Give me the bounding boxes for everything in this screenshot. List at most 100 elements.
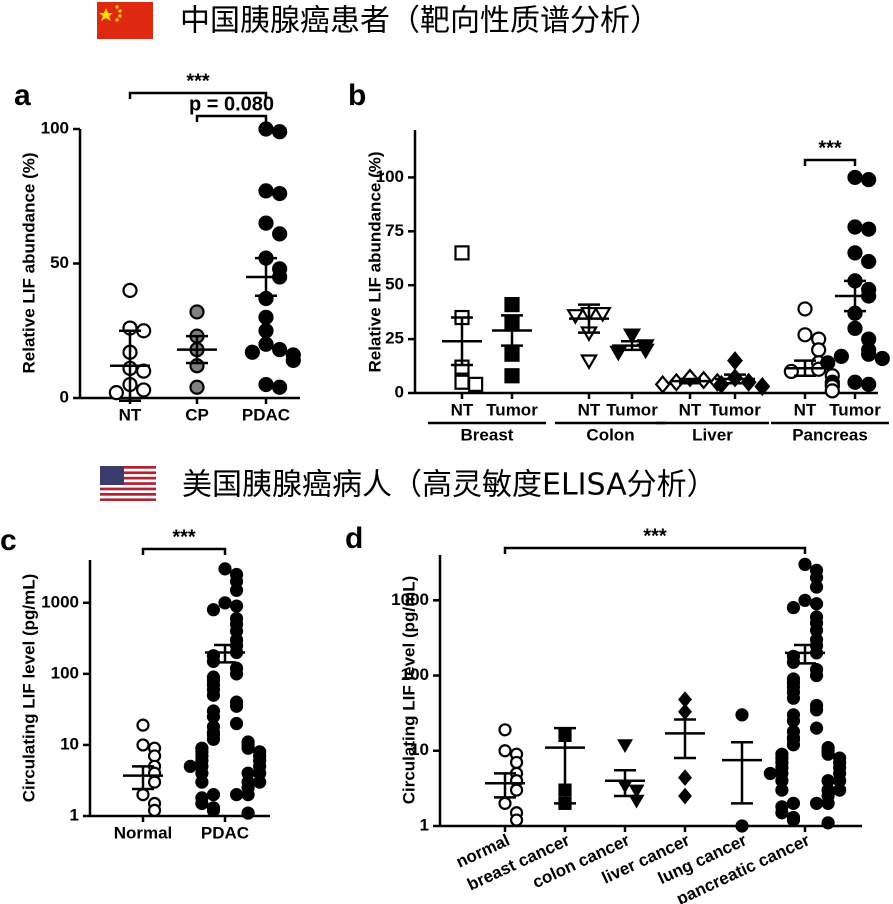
data-point bbox=[775, 806, 789, 820]
data-point bbox=[786, 813, 801, 827]
significance-label: *** bbox=[186, 70, 210, 92]
data-point bbox=[272, 341, 288, 358]
data-point bbox=[824, 383, 840, 399]
data-point bbox=[847, 219, 863, 235]
data-point bbox=[797, 327, 813, 343]
data-point bbox=[809, 703, 824, 717]
x-tick-label: PDAC bbox=[201, 823, 249, 842]
data-point bbox=[272, 379, 288, 395]
y-tick-label: 75 bbox=[385, 221, 404, 240]
data-point bbox=[628, 784, 645, 799]
data-point bbox=[798, 557, 812, 571]
data-point bbox=[821, 816, 835, 830]
data-point bbox=[206, 732, 221, 746]
y-tick-label: 50 bbox=[50, 253, 69, 272]
x-tick-label: NT bbox=[578, 400, 601, 419]
data-point bbox=[498, 744, 512, 758]
y-tick-label: 0 bbox=[60, 387, 69, 406]
data-point bbox=[136, 382, 152, 398]
data-point bbox=[504, 346, 520, 362]
data-point bbox=[678, 703, 692, 721]
significance-label: *** bbox=[818, 137, 842, 159]
data-point bbox=[786, 738, 801, 752]
data-point bbox=[195, 775, 209, 789]
y-tick-label: 1 bbox=[70, 805, 79, 824]
significance-bracket bbox=[503, 546, 807, 554]
data-point bbox=[258, 121, 274, 137]
data-point bbox=[654, 374, 671, 394]
y-tick-label: 100 bbox=[41, 118, 69, 137]
data-point bbox=[786, 796, 801, 810]
significance-bracket bbox=[128, 91, 268, 99]
data-point bbox=[258, 376, 274, 393]
y-axis-label: Circulating LIF level (pg/mL) bbox=[399, 576, 418, 805]
data-point bbox=[258, 215, 274, 231]
data-point bbox=[253, 775, 267, 789]
data-point bbox=[195, 796, 209, 811]
data-point bbox=[797, 301, 813, 317]
data-point bbox=[847, 245, 863, 261]
data-point bbox=[229, 667, 244, 681]
data-point bbox=[775, 783, 789, 797]
data-point bbox=[241, 806, 255, 820]
data-point bbox=[272, 185, 288, 202]
data-point bbox=[861, 221, 877, 237]
x-tick-label: NT bbox=[451, 400, 474, 419]
data-point bbox=[809, 597, 824, 611]
data-point bbox=[509, 813, 524, 827]
x-tick-label: NT bbox=[119, 405, 142, 424]
data-point bbox=[229, 788, 244, 802]
significance-bracket bbox=[195, 114, 268, 122]
data-point bbox=[811, 342, 827, 358]
significance-bracket bbox=[803, 158, 857, 166]
data-point bbox=[468, 376, 484, 392]
data-point bbox=[498, 723, 512, 737]
panel-letter: a bbox=[14, 79, 31, 112]
data-point bbox=[622, 328, 642, 345]
data-point bbox=[183, 759, 197, 773]
y-tick-label: 10 bbox=[60, 734, 79, 753]
group-label: Liver bbox=[692, 425, 733, 444]
group-label: Colon bbox=[586, 425, 634, 444]
header-title: 美国胰腺癌病人（高灵敏度ELISA分析） bbox=[182, 468, 717, 503]
data-point bbox=[809, 796, 824, 810]
data-point bbox=[136, 718, 150, 732]
data-point bbox=[108, 385, 124, 401]
data-point bbox=[579, 354, 599, 371]
data-point bbox=[786, 691, 801, 705]
data-point bbox=[241, 788, 255, 802]
x-tick-label: Tumor bbox=[486, 400, 538, 419]
data-point bbox=[617, 739, 633, 754]
data-point bbox=[566, 309, 585, 325]
y-axis-label: Circulating LIF level (pg/mL) bbox=[19, 574, 38, 803]
data-point bbox=[809, 721, 824, 735]
y-tick-label: 25 bbox=[385, 329, 404, 348]
data-point bbox=[229, 716, 244, 731]
panel-letter: c bbox=[0, 524, 17, 557]
data-point bbox=[509, 755, 524, 770]
data-point bbox=[861, 253, 877, 270]
data-point bbox=[847, 320, 863, 336]
data-point bbox=[454, 374, 470, 390]
data-point bbox=[874, 350, 890, 367]
y-tick-label: 100 bbox=[401, 665, 429, 684]
data-point bbox=[498, 796, 512, 810]
data-point bbox=[678, 787, 692, 805]
data-point bbox=[147, 803, 162, 817]
us-flag bbox=[100, 466, 156, 501]
x-tick-label: NT bbox=[679, 400, 702, 419]
y-axis-label: Relative LIF abundance (%) bbox=[365, 151, 384, 372]
x-tick-label: Tumor bbox=[606, 400, 658, 419]
data-point bbox=[189, 304, 205, 320]
data-point bbox=[206, 788, 221, 802]
data-point bbox=[258, 309, 274, 325]
data-point bbox=[754, 377, 771, 397]
data-point bbox=[229, 699, 244, 713]
data-point bbox=[678, 769, 692, 786]
data-point bbox=[241, 741, 255, 755]
data-point bbox=[258, 323, 274, 339]
data-point bbox=[244, 344, 260, 360]
data-point bbox=[786, 714, 801, 728]
data-point bbox=[258, 183, 274, 199]
